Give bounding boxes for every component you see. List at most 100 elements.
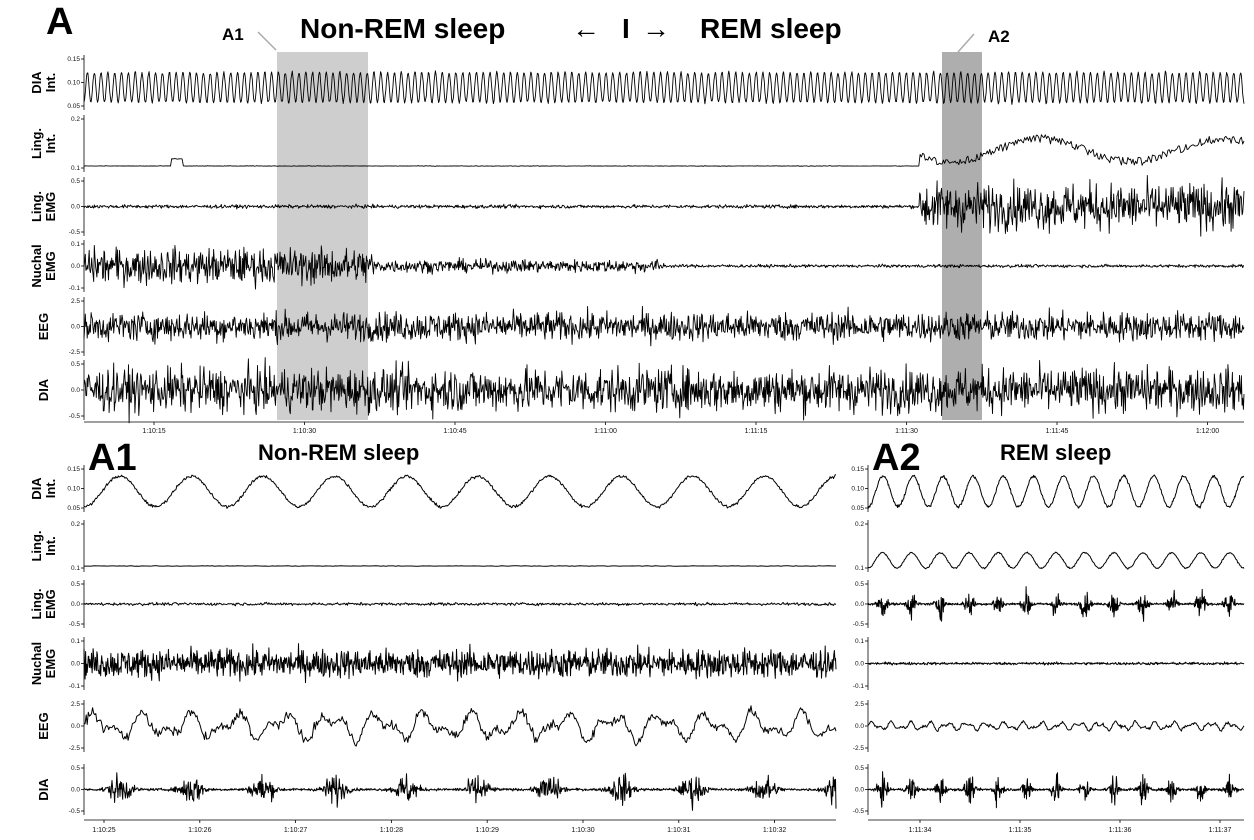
a-dia-int-channel-label: DIAInt. — [29, 71, 58, 94]
a1-nuchal-emg-y-tick: -0.1 — [69, 683, 81, 690]
a1-dia-channel-label: DIA — [36, 778, 51, 801]
a-dia-int-y-tick: 0.15 — [67, 56, 80, 63]
a1-nuchal-emg-y-tick: 0.0 — [71, 661, 80, 668]
inset-a2-marker: A2 — [988, 27, 1010, 46]
a-nuchal-emg-channel-label: NuchalEMG — [29, 244, 58, 287]
a-ling-int-y-tick: 0.2 — [71, 116, 80, 123]
panel-a1-title: Non-REM sleep — [258, 440, 419, 465]
highlight-region-a1 — [277, 52, 368, 420]
a-nuchal-emg-y-tick: 0.0 — [71, 263, 80, 270]
title-non-rem: Non-REM sleep — [300, 13, 505, 44]
a1-eeg-channel-label: EEG — [36, 712, 51, 739]
a2-ling-int-y-tick: 0.2 — [855, 521, 864, 528]
a1-eeg-y-tick: 0.0 — [71, 723, 80, 730]
a-eeg-y-tick: -2.5 — [69, 349, 81, 356]
inset-a1-pointer — [257, 31, 277, 51]
a-nuchal-emg-trace — [83, 244, 1245, 290]
a1-ling-int-y-tick: 0.1 — [71, 565, 80, 572]
a-ling-emg-y-tick: -0.5 — [69, 229, 81, 236]
a1-eeg-y-tick: 2.5 — [71, 701, 80, 708]
panel-a2-letter: A2 — [872, 437, 921, 479]
a2-dia-y-tick: -0.5 — [853, 808, 865, 815]
a1-x-tick: 1:10:31 — [667, 827, 690, 834]
a1-x-tick: 1:10:26 — [188, 827, 211, 834]
a2-ling-int-trace — [867, 551, 1245, 570]
a-ling-emg-channel-label: Ling.EMG — [29, 191, 58, 222]
a-x-tick: 1:11:30 — [895, 428, 918, 435]
a1-nuchal-emg-trace — [83, 643, 837, 684]
a-x-tick: 1:10:45 — [443, 428, 466, 435]
a2-eeg-y-tick: 2.5 — [855, 701, 864, 708]
arrow-right-icon: → — [642, 13, 670, 44]
a-x-tick: 1:11:45 — [1046, 428, 1069, 435]
a-ling-int-trace — [83, 134, 1245, 167]
a-eeg-trace — [83, 305, 1245, 347]
a2-dia-int-y-tick: 0.15 — [851, 466, 864, 473]
a1-x-tick: 1:10:29 — [476, 827, 499, 834]
a1-ling-int-trace — [84, 565, 836, 567]
a1-dia-int-y-tick: 0.10 — [67, 486, 80, 493]
a2-dia-int-y-tick: 0.10 — [851, 486, 864, 493]
a2-ling-int-y-tick: 0.1 — [855, 565, 864, 572]
a1-ling-emg-y-tick: 0.0 — [71, 601, 80, 608]
a2-nuchal-emg-y-tick: -0.1 — [853, 683, 865, 690]
a2-nuchal-emg-y-tick: 0.1 — [855, 638, 864, 645]
a2-x-tick: 1:11:34 — [909, 827, 932, 834]
a1-dia-int-channel-label: DIAInt. — [29, 477, 58, 500]
a2-dia-int-y-tick: 0.05 — [851, 505, 864, 512]
inset-a1-marker: A1 — [222, 25, 244, 44]
inset-a2-pointer — [957, 33, 975, 53]
a-x-tick: 1:10:15 — [142, 428, 165, 435]
arrow-left-icon: ← — [572, 13, 600, 44]
a2-nuchal-emg-y-tick: 0.0 — [855, 661, 864, 668]
panel-a2-title: REM sleep — [1000, 440, 1111, 465]
a1-ling-emg-y-tick: -0.5 — [69, 621, 81, 628]
a-dia-channel-label: DIA — [36, 378, 51, 401]
a1-x-tick: 1:10:25 — [92, 827, 115, 834]
a1-x-tick: 1:10:27 — [284, 827, 307, 834]
a2-x-tick: 1:11:37 — [1209, 827, 1232, 834]
a-dia-int-y-tick: 0.10 — [67, 80, 80, 87]
a2-eeg-trace — [867, 720, 1245, 732]
a2-x-tick: 1:11:36 — [1109, 827, 1132, 834]
a-ling-int-y-tick: 0.1 — [71, 165, 80, 172]
a-dia-int-trace — [83, 70, 1245, 105]
a1-dia-int-y-tick: 0.15 — [67, 466, 80, 473]
a2-dia-int-trace — [867, 474, 1244, 509]
a1-eeg-trace — [83, 705, 837, 747]
a-dia-y-tick: 0.0 — [71, 387, 80, 394]
a2-dia-y-tick: 0.0 — [855, 787, 864, 794]
title-rem: REM sleep — [700, 13, 842, 44]
state-divider: I — [622, 13, 630, 44]
a-eeg-channel-label: EEG — [36, 313, 51, 340]
a1-dia-int-trace — [83, 474, 837, 509]
a-x-tick: 1:12:00 — [1196, 428, 1219, 435]
a-nuchal-emg-y-tick: 0.1 — [71, 241, 80, 248]
a-dia-trace — [83, 357, 1245, 424]
a-x-tick: 1:11:00 — [594, 428, 617, 435]
a1-x-tick: 1:10:28 — [380, 827, 403, 834]
a1-eeg-y-tick: -2.5 — [69, 745, 81, 752]
a1-dia-y-tick: 0.0 — [71, 787, 80, 794]
panel-a1-letter: A1 — [88, 437, 137, 479]
a-dia-y-tick: -0.5 — [69, 413, 81, 420]
a2-ling-emg-trace — [867, 586, 1245, 622]
a2-ling-emg-y-tick: -0.5 — [853, 621, 865, 628]
a1-ling-int-channel-label: Ling.Int. — [29, 530, 58, 561]
a1-ling-emg-y-tick: 0.5 — [71, 581, 80, 588]
panel-a1-traces: 0.15 0.10 0.05 DIAInt. 0.2 0.1 Ling.Int. 0.5 0.0… — [29, 465, 837, 834]
a-ling-emg-y-tick: 0.0 — [71, 204, 80, 211]
a-x-tick: 1:10:30 — [293, 428, 316, 435]
a-dia-int-y-tick: 0.05 — [67, 103, 80, 110]
a2-dia-y-tick: 0.5 — [855, 765, 864, 772]
a1-nuchal-emg-y-tick: 0.1 — [71, 638, 80, 645]
a1-x-tick: 1:10:32 — [763, 827, 786, 834]
a-nuchal-emg-y-tick: -0.1 — [69, 285, 81, 292]
a-eeg-y-tick: 0.0 — [71, 324, 80, 331]
a1-ling-int-y-tick: 0.2 — [71, 521, 80, 528]
a1-ling-emg-trace — [83, 601, 837, 607]
a2-x-tick: 1:11:35 — [1009, 827, 1032, 834]
a-dia-y-tick: 0.5 — [71, 361, 80, 368]
a1-dia-y-tick: -0.5 — [69, 808, 81, 815]
